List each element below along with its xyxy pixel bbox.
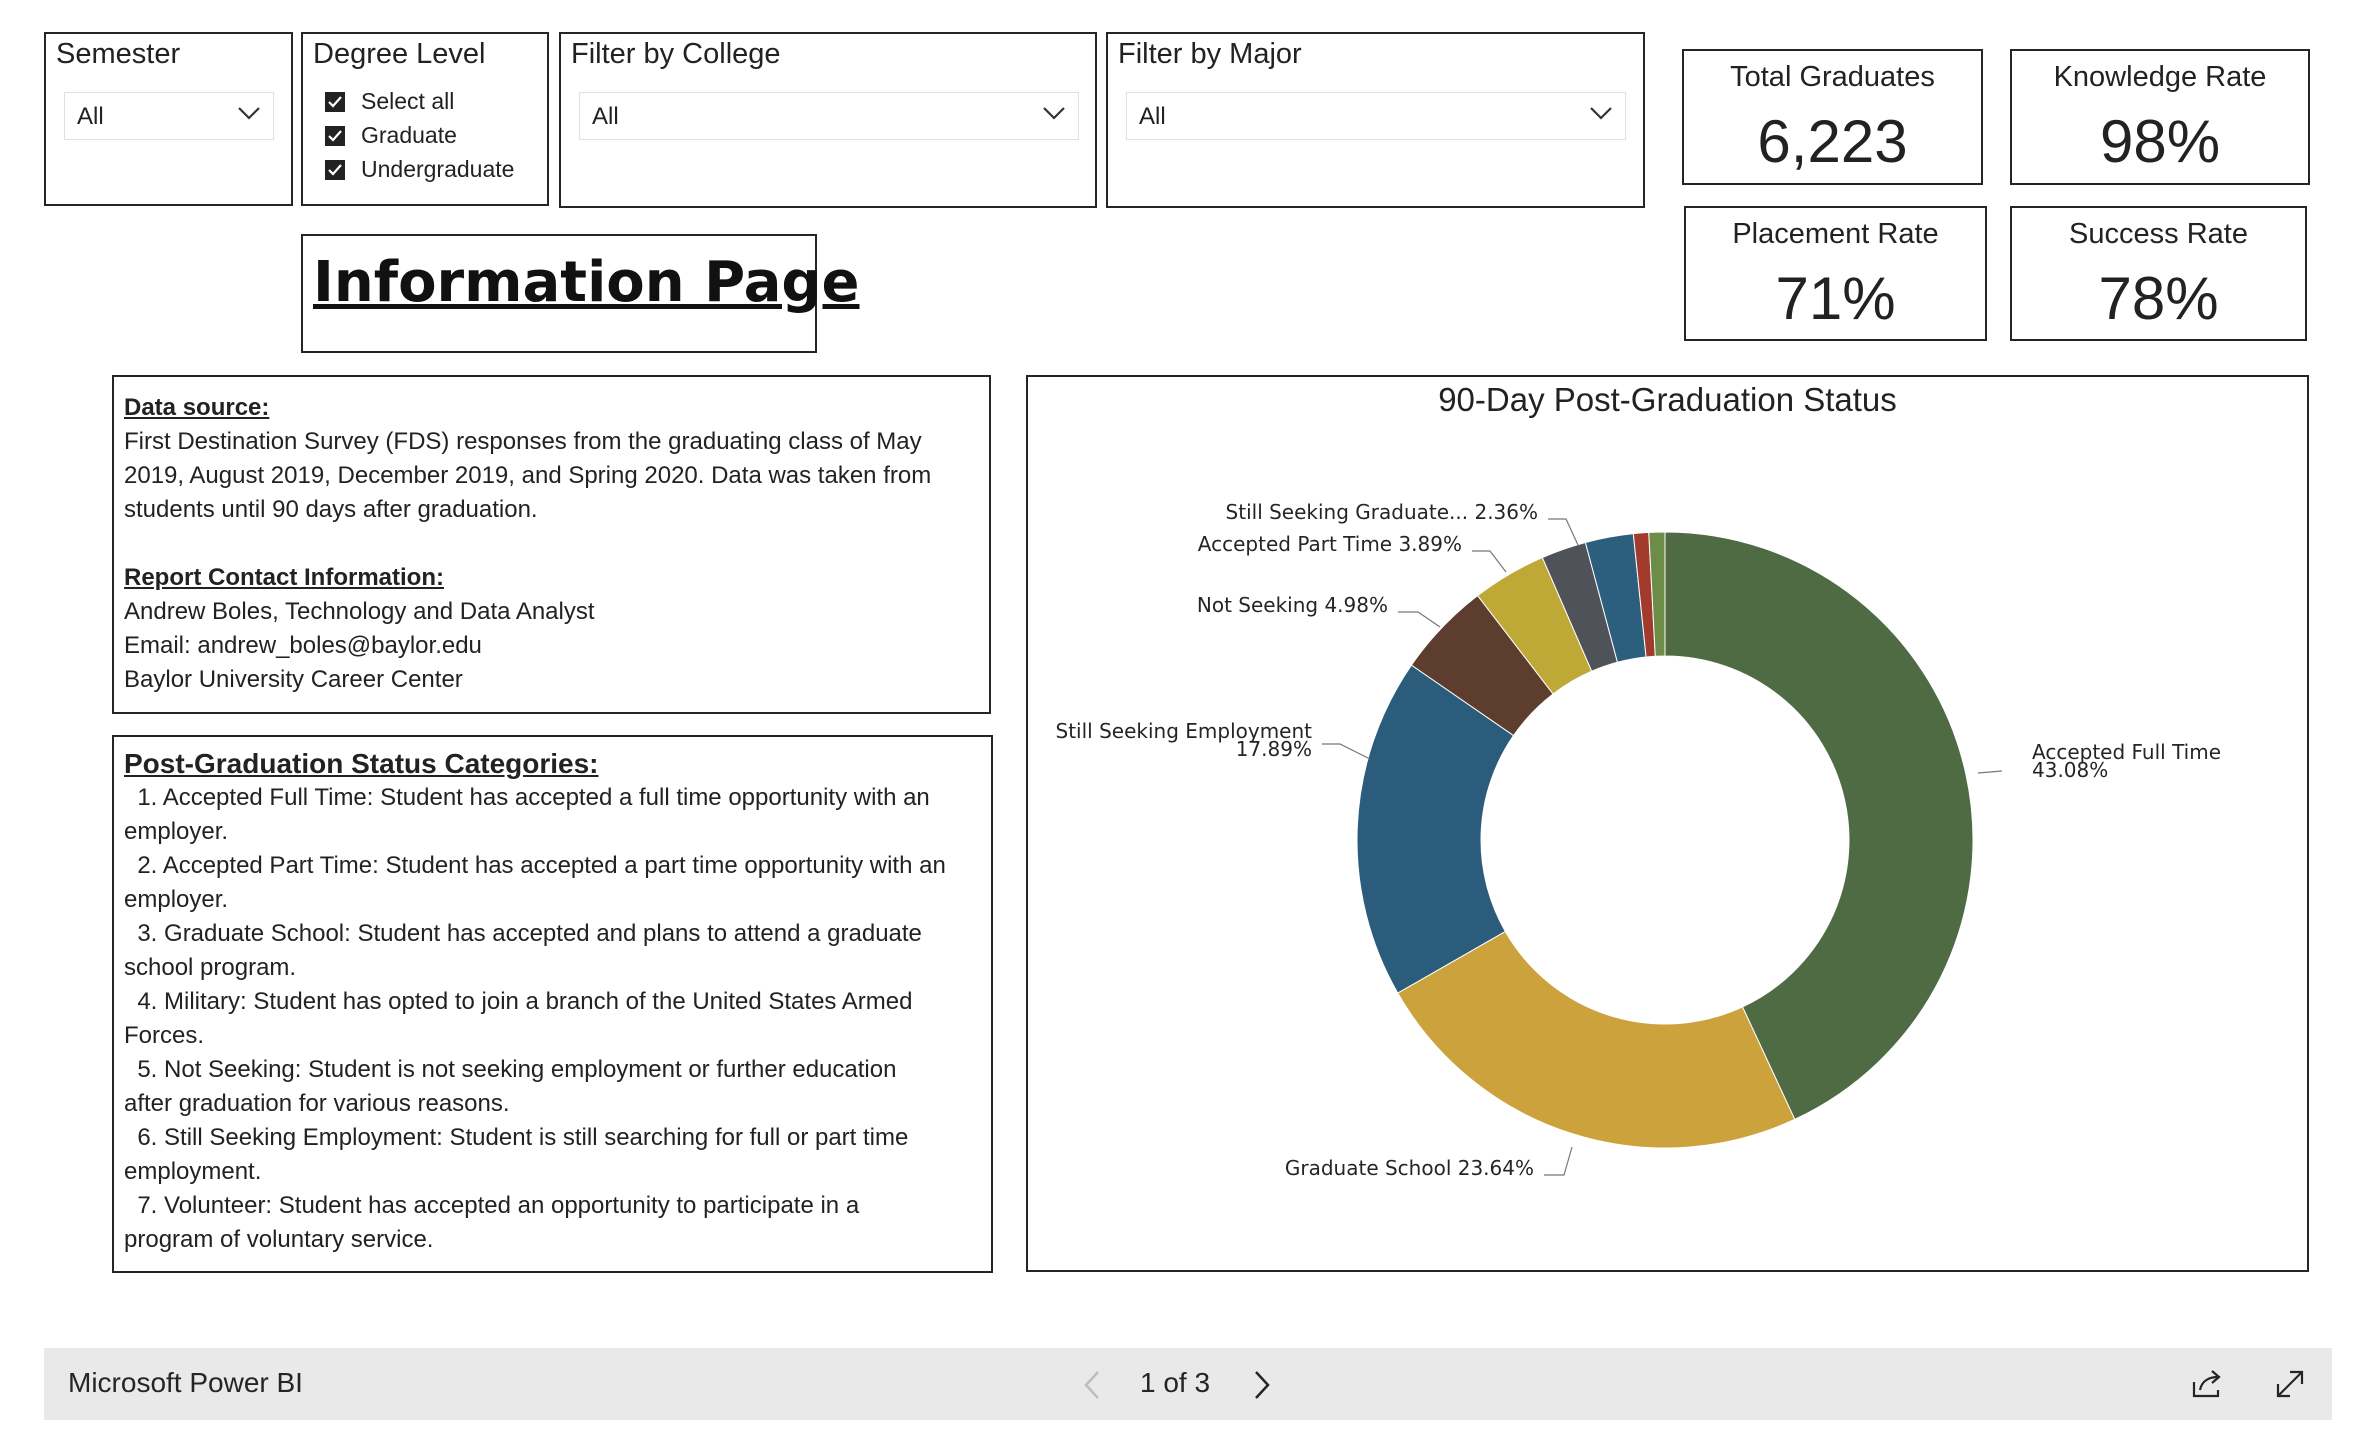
category-line: 7. Volunteer: Student has accepted an op… [124,1192,860,1219]
category-line: 4. Military: Student has opted to join a… [124,988,913,1015]
degree-option-label: Graduate [361,122,457,148]
kpi-knowledge-rate: Knowledge Rate 98% [2010,49,2310,185]
category-line: 6. Still Seeking Employment: Student is … [124,1124,909,1151]
degree-option-select-all[interactable]: Select all [325,88,454,115]
category-line: school program. [124,954,297,981]
page-title: Information Page [313,250,860,315]
kpi-title: Placement Rate [1732,218,1939,250]
chevron-down-icon [238,107,260,120]
checkbox-checked-icon [325,159,345,180]
data-source-line: First Destination Survey (FDS) responses… [124,428,922,455]
semester-dropdown-value: All [77,103,104,130]
categories-box: Post-Graduation Status Categories: 1. Ac… [112,735,993,1273]
kpi-title: Success Rate [2069,218,2248,250]
status-chart-card: 90-Day Post-Graduation Status Accepted F… [1026,375,2309,1272]
donut-slice[interactable] [1664,531,1974,1121]
data-source-line: students until 90 days after graduation. [124,496,538,523]
data-label: Still Seeking Employment [1056,719,1313,743]
category-line: after graduation for various reasons. [124,1090,510,1117]
college-slicer-title: Filter by College [571,38,781,70]
donut-slice[interactable] [1356,664,1515,994]
data-label: 17.89% [1236,737,1312,761]
kpi-value: 6,223 [1757,108,1908,175]
data-source-box: Data source: First Destination Survey (F… [112,375,991,714]
checkbox-checked-icon [325,91,345,112]
page-title-box: Information Page [301,234,860,353]
leader-line [1977,770,2003,774]
degree-option-undergraduate[interactable]: Undergraduate [325,156,514,183]
donut-slice[interactable] [1397,930,1796,1149]
categories-heading: Post-Graduation Status Categories: [124,748,599,779]
spacer [124,527,989,561]
major-dropdown[interactable]: All [1126,92,1626,140]
fullscreen-icon[interactable] [2274,1368,2306,1400]
kpi-placement-rate: Placement Rate 71% [1684,206,1987,341]
contact-heading: Report Contact Information: [124,564,444,591]
category-line: Forces. [124,1022,205,1049]
kpi-total-graduates: Total Graduates 6,223 [1682,49,1983,185]
data-label: Still Seeking Graduate... 2.36% [1226,500,1538,524]
leader-line [1548,518,1579,546]
checkbox-checked-icon [325,125,345,146]
leader-line [1544,1146,1573,1176]
leader-line [1322,743,1371,760]
leader-line [1472,550,1507,573]
page-indicator: 1 of 3 [1140,1367,1211,1398]
data-label: Accepted Part Time 3.89% [1198,532,1462,556]
kpi-title: Knowledge Rate [2053,61,2267,93]
college-dropdown-value: All [592,103,619,130]
semester-slicer: Semester All [44,32,293,206]
data-source-line: 2019, August 2019, December 2019, and Sp… [124,462,932,489]
kpi-value: 71% [1775,265,1896,332]
chevron-left-icon[interactable] [1080,1368,1106,1402]
chevron-down-icon [1043,107,1065,120]
share-icon[interactable] [2190,1368,2226,1400]
chart-title: 90-Day Post-Graduation Status [1438,381,1897,418]
kpi-value: 98% [2099,108,2221,175]
degree-level-slicer: Degree Level Select all Graduate Undergr… [301,32,549,206]
category-line: employment. [124,1158,262,1185]
major-slicer: Filter by Major All [1106,32,1645,208]
contact-line: Andrew Boles, Technology and Data Analys… [124,598,595,625]
footer-bar: Microsoft Power BI 1 of 3 [44,1348,2332,1420]
major-dropdown-value: All [1139,103,1166,130]
data-label: 43.08% [2032,758,2108,782]
category-line: 5. Not Seeking: Student is not seeking e… [124,1056,897,1083]
chevron-right-icon[interactable] [1248,1368,1274,1402]
degree-option-label: Select all [361,88,455,114]
chevron-down-icon [1590,107,1612,120]
college-slicer: Filter by College All [559,32,1097,208]
category-line: employer. [124,886,229,913]
kpi-success-rate: Success Rate 78% [2010,206,2307,341]
category-line: 1. Accepted Full Time: Student has accep… [124,784,930,811]
degree-option-graduate[interactable]: Graduate [325,122,457,149]
degree-level-slicer-title: Degree Level [313,38,486,70]
category-line: 2. Accepted Part Time: Student has accep… [124,852,946,879]
data-label: Graduate School 23.64% [1285,1156,1534,1180]
contact-line: Baylor University Career Center [124,666,463,693]
category-line: program of voluntary service. [124,1226,434,1253]
major-slicer-title: Filter by Major [1118,38,1302,70]
data-source-heading: Data source: [124,394,270,421]
donut-slice[interactable] [1648,531,1666,657]
semester-dropdown[interactable]: All [64,92,274,140]
leader-line [1398,611,1441,628]
category-line: employer. [124,818,229,845]
brand-label[interactable]: Microsoft Power BI [68,1367,303,1398]
category-line: 3. Graduate School: Student has accepted… [124,920,922,947]
college-dropdown[interactable]: All [579,92,1079,140]
degree-option-label: Undergraduate [361,156,515,182]
data-label: Not Seeking 4.98% [1197,593,1388,617]
kpi-value: 78% [2098,265,2219,332]
semester-slicer-title: Semester [56,38,181,70]
contact-line: Email: andrew_boles@baylor.edu [124,632,482,659]
kpi-title: Total Graduates [1730,61,1935,93]
data-label: Accepted Full Time [2032,740,2221,764]
